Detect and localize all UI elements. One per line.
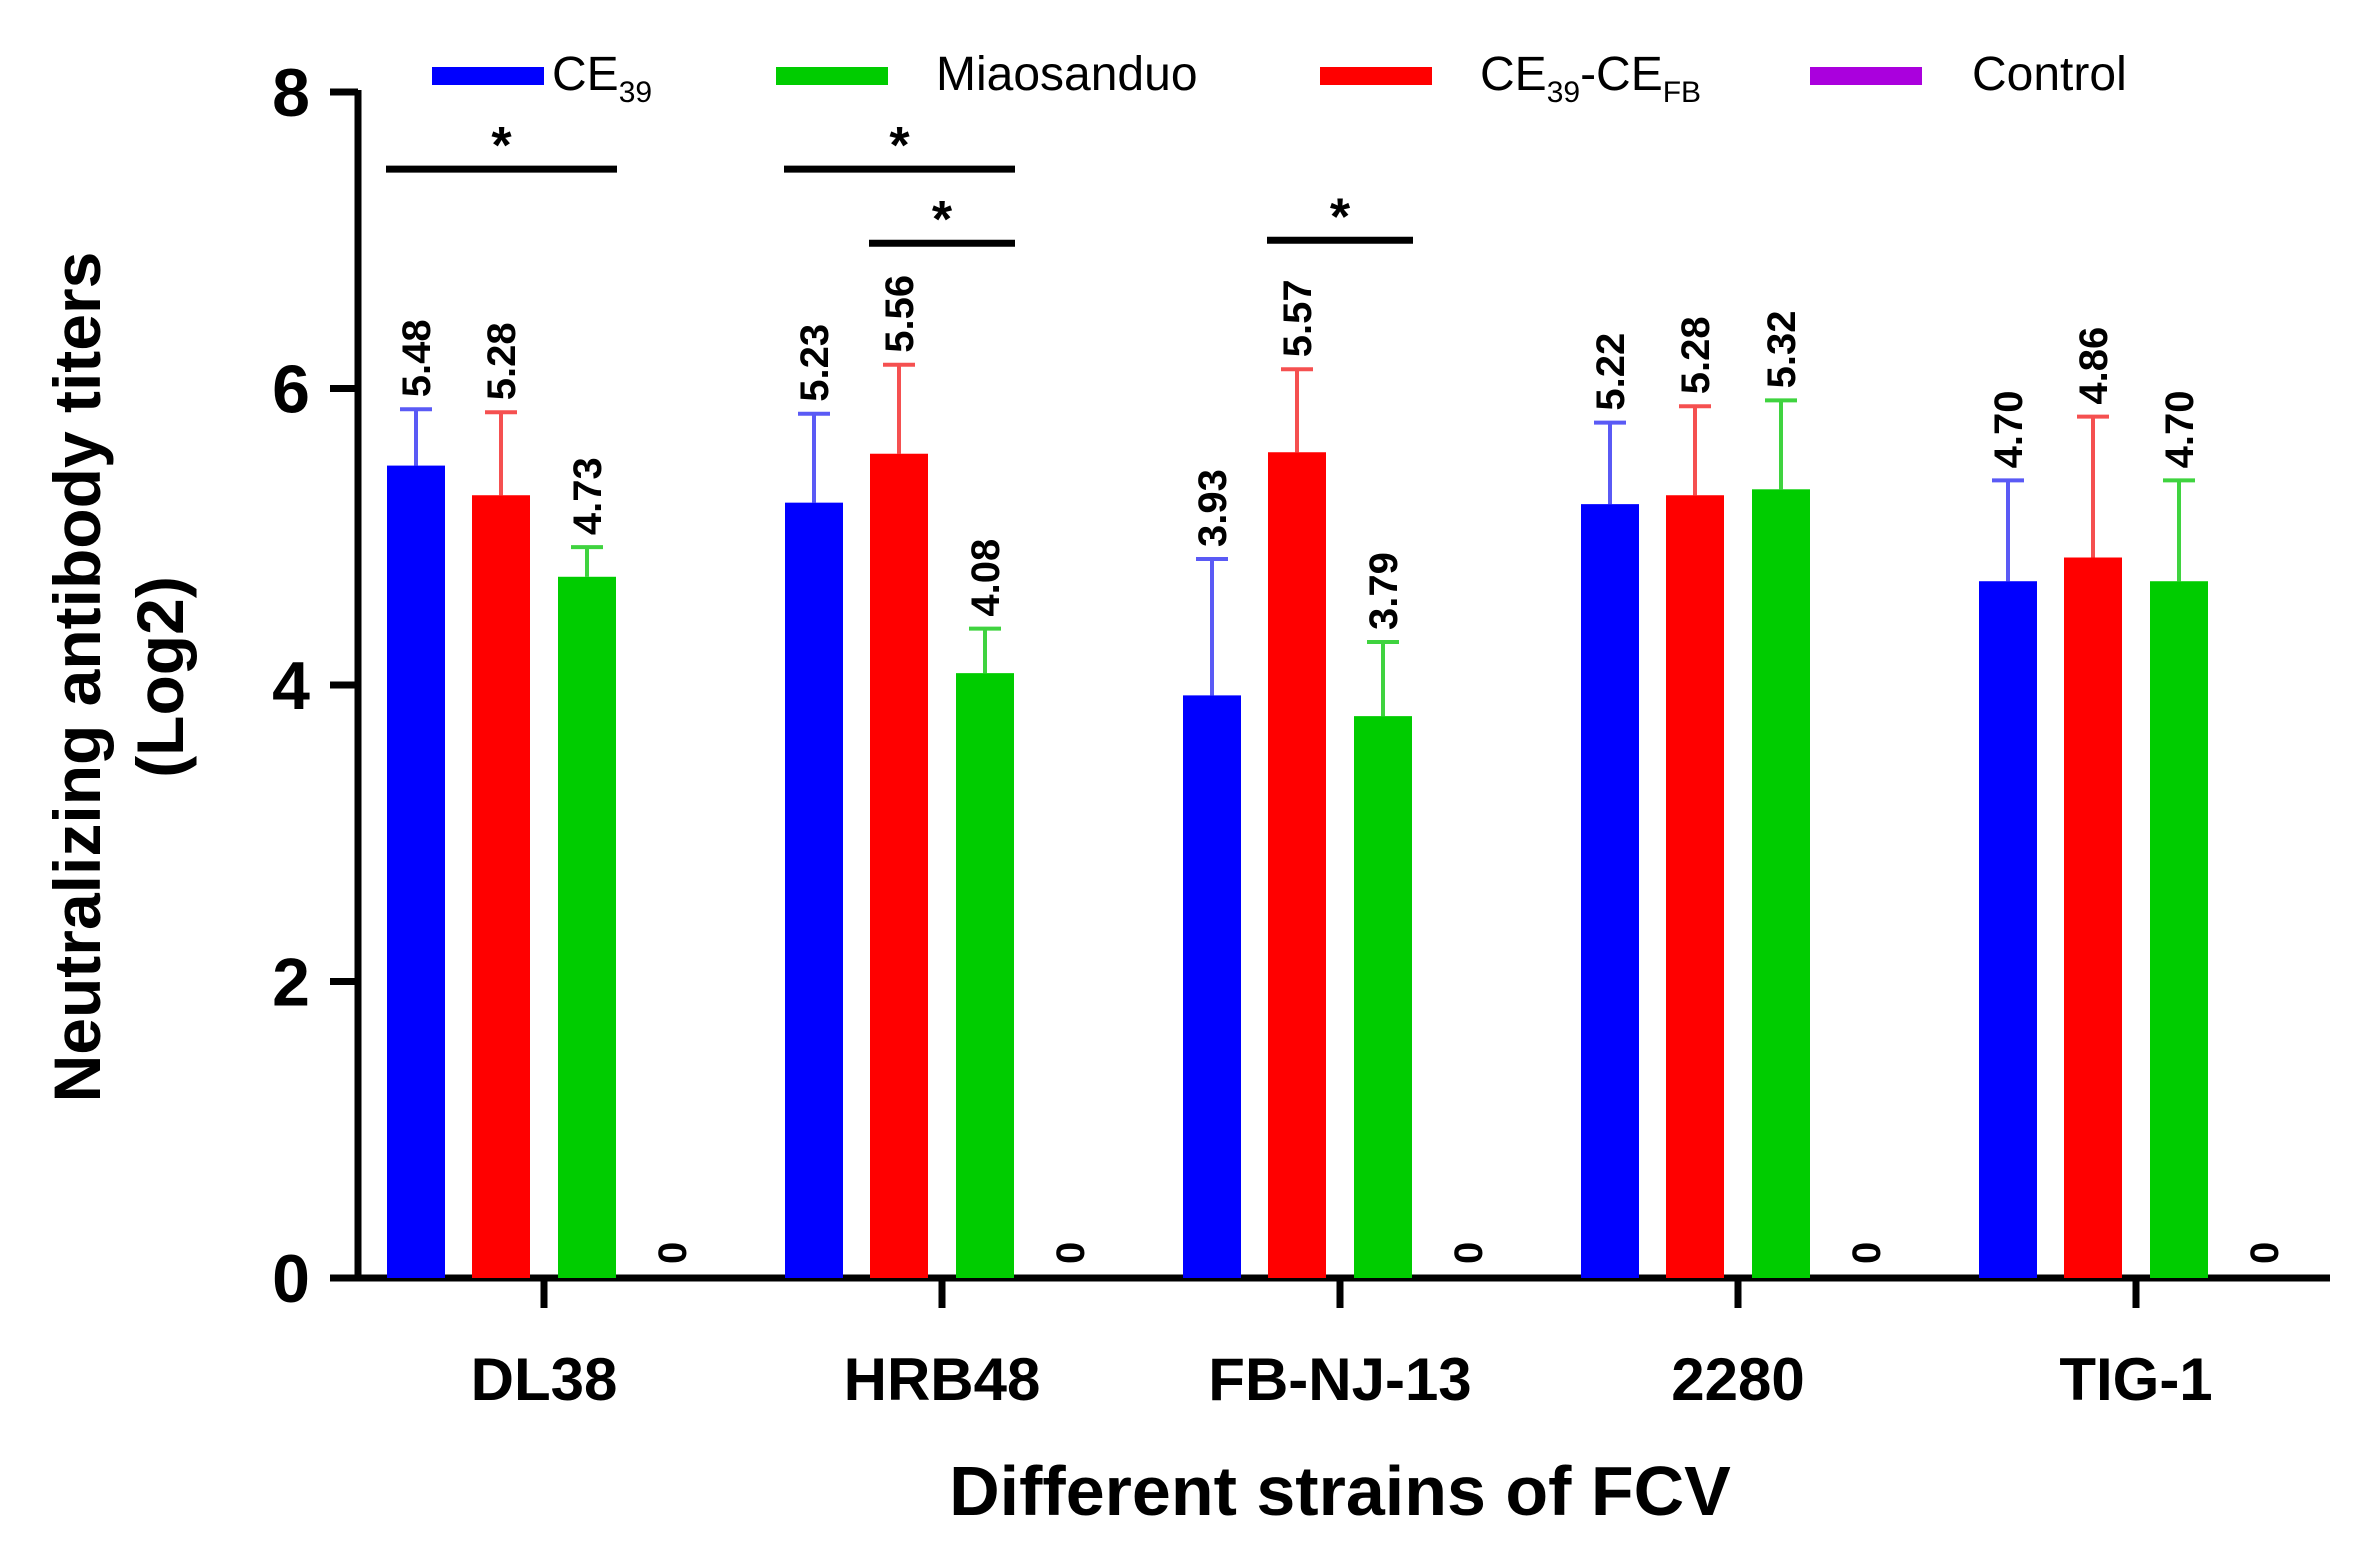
bar	[2064, 557, 2122, 1278]
significance-markers: * * * *	[386, 117, 1413, 249]
x-tick-label: DL38	[471, 1346, 618, 1413]
data-label: 4.73	[566, 457, 610, 535]
legend-swatch	[1320, 67, 1432, 85]
data-labels: 5.48 5.28 4.73 0 5.23 5.56 4.08 0 3.93 5.57 3.79 0 5…	[395, 275, 2287, 1264]
data-label: 0	[1447, 1242, 1491, 1264]
significance-star: *	[491, 117, 512, 175]
legend-label: Control	[1972, 48, 2127, 101]
y-tick-label: 8	[272, 55, 310, 131]
x-tick-label: FB-NJ-13	[1208, 1346, 1471, 1413]
legend-label: CE39-CEFB	[1480, 48, 1701, 109]
bar	[1183, 695, 1241, 1278]
data-label: 3.93	[1191, 469, 1235, 547]
y-axis-title: Neutralizing antibody titers	[40, 252, 114, 1103]
bar	[1752, 489, 1810, 1278]
significance-star: *	[932, 191, 953, 249]
data-label: 5.56	[878, 275, 922, 353]
x-tick-label: TIG-1	[2059, 1346, 2212, 1413]
bar	[1581, 504, 1639, 1278]
bar	[1354, 716, 1412, 1278]
data-label: 5.28	[480, 322, 524, 400]
y-tick-label: 0	[272, 1241, 310, 1317]
data-label: 5.22	[1589, 333, 1633, 411]
x-tick-label: HRB48	[844, 1346, 1041, 1413]
y-tick-label: 2	[272, 945, 310, 1021]
bar	[956, 673, 1014, 1278]
data-label: 0	[1845, 1242, 1889, 1264]
data-label: 0	[651, 1242, 695, 1264]
data-label: 5.57	[1276, 279, 1320, 357]
data-label: 4.70	[2158, 391, 2202, 469]
bar	[870, 453, 928, 1279]
y-tick-label: 4	[272, 648, 310, 724]
axes: 0 2 4 6 8 DL38 HRB48 FB-NJ-13 2280 TIG-1	[272, 55, 2330, 1413]
data-label: 4.08	[964, 539, 1008, 617]
bar	[1979, 581, 2037, 1278]
x-axis-title: Different strains of FCV	[949, 1452, 1731, 1530]
y-axis-title-unit: (Log2)	[123, 576, 197, 778]
bar	[472, 495, 530, 1278]
data-label: 3.79	[1362, 552, 1406, 630]
significance-star: *	[1330, 188, 1351, 246]
significance-star: *	[889, 117, 910, 175]
legend-label: CE39	[552, 48, 652, 109]
data-label: 5.28	[1674, 316, 1718, 394]
data-label: 5.48	[395, 319, 439, 397]
bar	[1666, 495, 1724, 1278]
bar	[2150, 581, 2208, 1278]
x-tick-label: 2280	[1671, 1346, 1804, 1413]
bar	[785, 502, 843, 1279]
legend-label: Miaosanduo	[936, 48, 1198, 101]
data-label: 0	[1049, 1242, 1093, 1264]
data-label: 4.70	[1987, 391, 2031, 469]
data-label: 4.86	[2072, 327, 2116, 405]
data-label: 5.23	[793, 324, 837, 402]
bars	[387, 362, 2208, 1279]
y-tick-label: 6	[272, 352, 310, 428]
bar	[558, 576, 616, 1278]
data-label: 0	[2243, 1242, 2287, 1264]
legend-swatch	[432, 67, 544, 85]
bar	[387, 465, 445, 1279]
legend-swatch	[1810, 67, 1922, 85]
data-label: 5.32	[1760, 311, 1804, 389]
legend: CE39 Miaosanduo CE39-CEFB Control	[432, 48, 2127, 109]
legend-swatch	[776, 67, 888, 85]
bar	[1268, 452, 1326, 1278]
